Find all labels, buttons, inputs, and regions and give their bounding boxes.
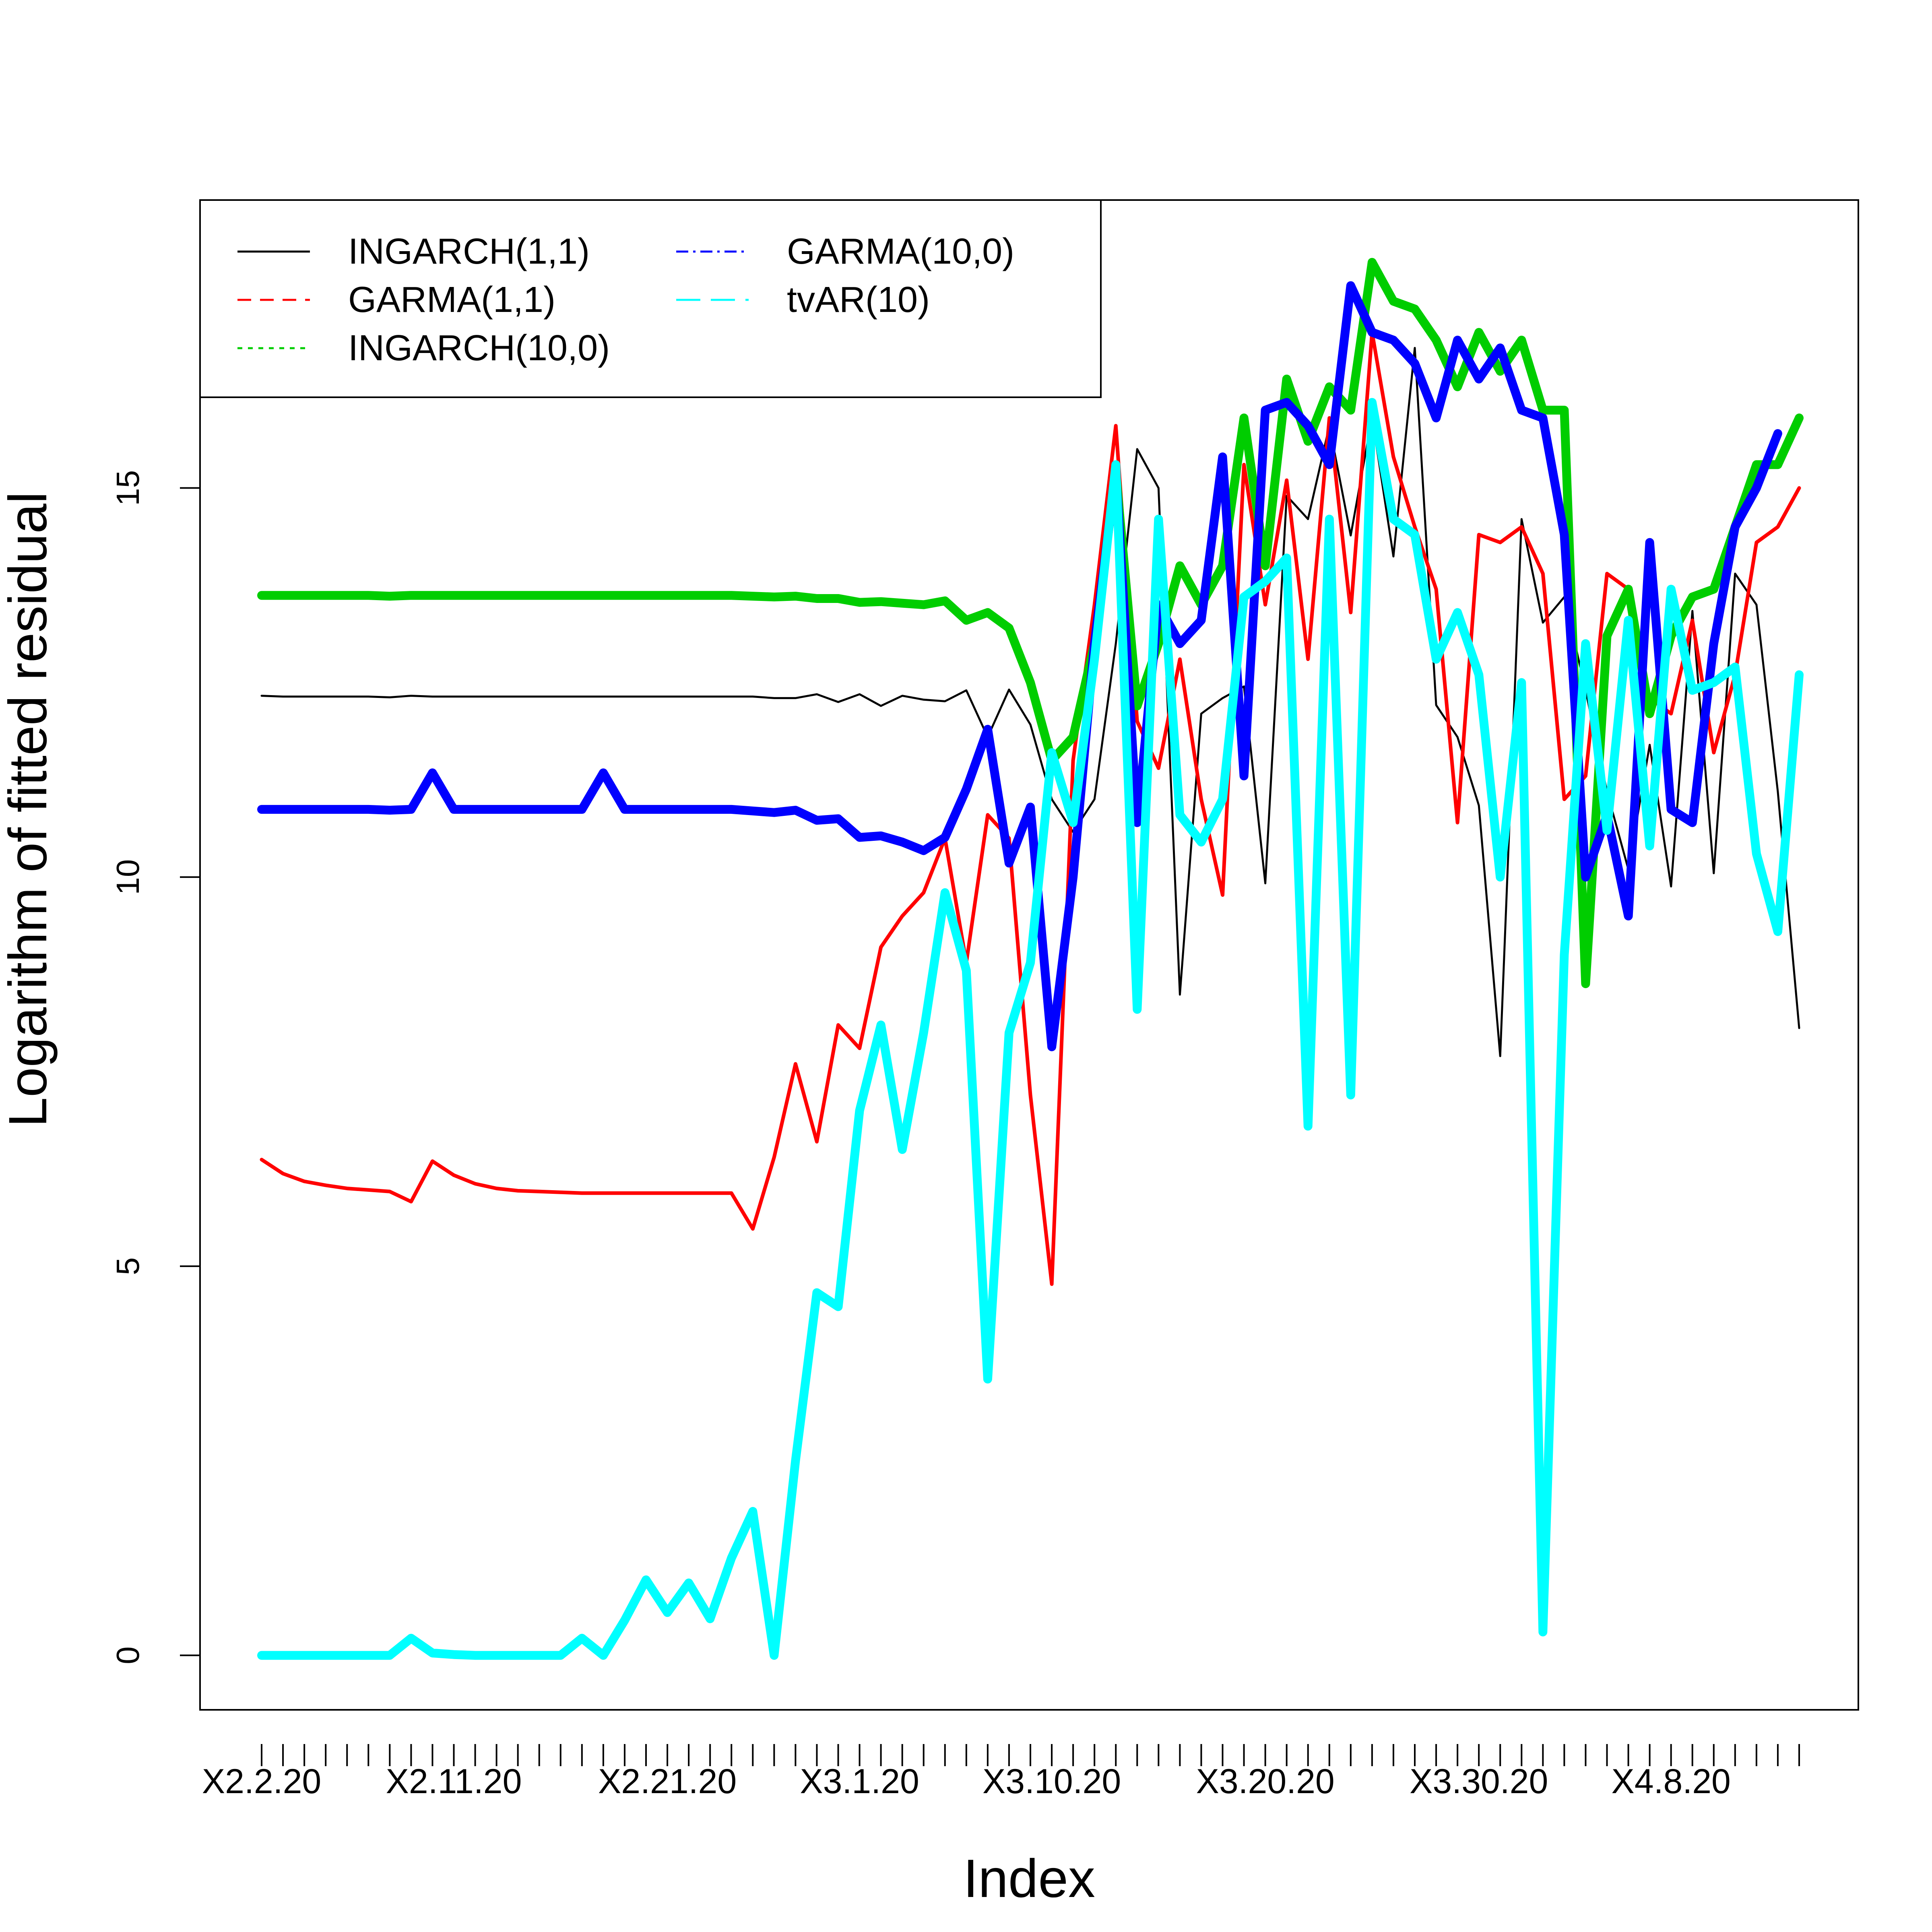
data-point: [1777, 433, 1778, 434]
data-point: [731, 696, 732, 697]
data-point: [368, 696, 369, 697]
legend-label: GARMA(1,1): [348, 280, 555, 320]
data-point: [1350, 612, 1351, 613]
data-point: [859, 602, 860, 603]
series-ingarch-1-1: [260, 347, 1800, 1057]
data-point: [1713, 682, 1714, 683]
x-tick-label: X2.2.20: [202, 1762, 321, 1801]
data-point: [1564, 410, 1565, 411]
legend-label: tvAR(10): [787, 280, 930, 320]
data-point: [1756, 542, 1757, 543]
x-tick-label: X3.1.20: [800, 1762, 919, 1801]
y-tick-label: 10: [110, 859, 146, 895]
x-tick-label: X3.30.20: [1410, 1762, 1548, 1801]
y-axis-title: Logarithm of fitted residual: [0, 491, 58, 1127]
x-axis-title: Index: [963, 1849, 1095, 1909]
data-point: [1350, 535, 1351, 536]
data-point: [1628, 620, 1629, 621]
legend-label: INGARCH(10,0): [348, 328, 610, 368]
legend-label: GARMA(10,0): [787, 231, 1014, 272]
data-point: [496, 696, 497, 697]
data-point: [923, 850, 924, 851]
data-point: [1692, 822, 1693, 823]
series-garma-1-1: [260, 330, 1801, 1286]
series-line: [257, 281, 1782, 1051]
data-point: [859, 1048, 860, 1049]
x-tick-label: X2.11.20: [386, 1762, 522, 1801]
data-point: [1777, 464, 1778, 465]
series-garma-10-0: [257, 281, 1782, 1051]
data-point: [1649, 542, 1650, 543]
data-point: [1500, 371, 1501, 372]
x-axis: X2.2.20 X2.11.20 X2.21.20 X3.1.20 X3.10.20 X3…: [202, 1744, 1800, 1801]
legend-box: [199, 199, 1102, 398]
data-point: [923, 1032, 924, 1033]
data-point: [667, 595, 668, 596]
data-point: [1457, 612, 1458, 613]
data-point: [987, 612, 988, 613]
data-point: [1350, 410, 1351, 411]
x-tick-label: X4.8.20: [1611, 1762, 1730, 1801]
data-point: [1286, 480, 1287, 481]
legend-label: INGARCH(1,1): [348, 231, 590, 272]
data-point: [1030, 682, 1031, 683]
data-point: [1457, 822, 1458, 823]
data-point: [304, 696, 305, 697]
data-point: [560, 696, 561, 697]
data-point: [560, 1192, 561, 1193]
y-tick-label: 0: [110, 1646, 146, 1664]
x-tick-label: X3.20.20: [1196, 1762, 1334, 1801]
data-point: [1350, 285, 1351, 286]
data-point: [1030, 724, 1031, 725]
series-layer: [257, 258, 1804, 1660]
data-point: [624, 595, 625, 596]
data-point: [923, 892, 924, 893]
data-point: [1436, 340, 1437, 341]
data-point: [1692, 620, 1693, 621]
x-tick-label: X3.10.20: [983, 1762, 1121, 1801]
data-point: [1713, 752, 1714, 753]
data-point: [560, 595, 561, 596]
series-tvar-10: [257, 398, 1804, 1660]
data-point: [496, 595, 497, 596]
data-point: [1521, 682, 1522, 683]
data-point: [1777, 931, 1778, 932]
data-point: [304, 595, 305, 596]
data-point: [1457, 340, 1458, 341]
data-point: [859, 837, 860, 838]
data-point: [432, 696, 433, 697]
data-point: [1030, 962, 1031, 963]
data-point: [1692, 690, 1693, 691]
data-point: [496, 1188, 497, 1189]
data-point: [1756, 464, 1757, 465]
data-point: [624, 696, 625, 697]
x-tick-label: X2.21.20: [598, 1762, 737, 1801]
data-point: [859, 1110, 860, 1111]
y-tick-label: 15: [110, 470, 146, 506]
data-point: [432, 595, 433, 596]
data-point: [667, 1612, 668, 1613]
y-axis: 0 5 10 15: [110, 470, 200, 1664]
data-point: [667, 696, 668, 697]
y-tick-label: 5: [110, 1257, 146, 1276]
data-point: [368, 595, 369, 596]
legend: INGARCH(1,1) GARMA(1,1) INGARCH(10,0) GARMA…: [199, 199, 1102, 398]
data-point: [731, 595, 732, 596]
data-point: [1500, 542, 1501, 543]
data-point: [304, 1181, 305, 1182]
data-point: [795, 596, 796, 597]
data-point: [1777, 791, 1778, 792]
data-point: [1521, 340, 1522, 341]
data-point: [1521, 410, 1522, 411]
